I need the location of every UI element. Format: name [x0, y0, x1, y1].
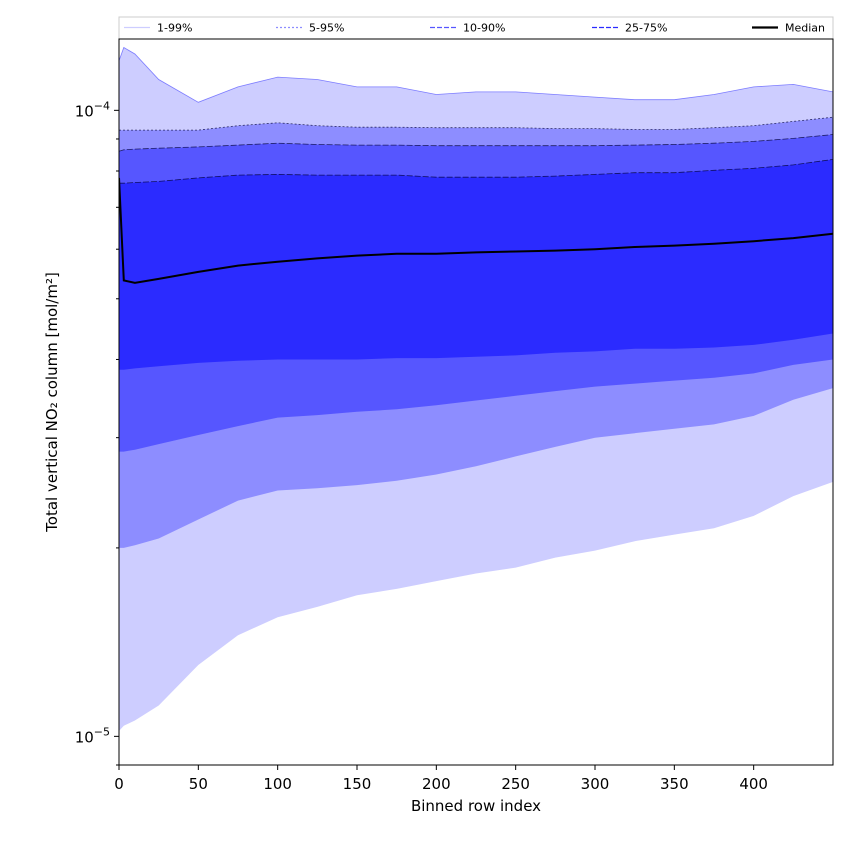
- plot-area: [119, 46, 833, 731]
- x-tick-label-350: 350: [660, 775, 689, 793]
- band-edge-5-95%: [119, 116, 833, 131]
- median-line: [119, 177, 833, 284]
- band-edge-25-75%: [119, 159, 833, 184]
- band-edge-10-90%: [119, 134, 833, 152]
- y-axis-label: Total vertical NO₂ column [mol/m²]: [43, 272, 61, 533]
- x-tick-label-300: 300: [581, 775, 610, 793]
- axes: 0 50 100 150 200 250 300 350 400 10−5 10−4: [75, 38, 834, 793]
- y-tick-label: 10−4: [75, 99, 110, 120]
- legend: 1-99% 5-95% 10-90% 25-75% Median: [118, 16, 834, 40]
- x-tick-label-150: 150: [343, 775, 372, 793]
- legend-label-1-99%: 1-99%: [157, 22, 192, 35]
- legend-label-10-90%: 10-90%: [463, 22, 505, 35]
- x-tick-label-200: 200: [422, 775, 451, 793]
- band-25-75%: [119, 159, 833, 370]
- series-group: [119, 46, 833, 731]
- x-tick-label-100: 100: [263, 775, 292, 793]
- band-edge-1-99%: [119, 46, 833, 103]
- x-tick-label-50: 50: [189, 775, 208, 793]
- x-axis-label: Binned row index: [411, 797, 541, 815]
- x-tick-label-400: 400: [739, 775, 768, 793]
- x-tick-label-0: 0: [114, 775, 124, 793]
- legend-label-5-95%: 5-95%: [309, 22, 344, 35]
- legend-label-Median: Median: [785, 22, 825, 35]
- y-tick-label: 10−5: [75, 725, 110, 746]
- x-tick-label-250: 250: [501, 775, 530, 793]
- plot-frame: [118, 38, 834, 766]
- legend-label-25-75%: 25-75%: [625, 22, 667, 35]
